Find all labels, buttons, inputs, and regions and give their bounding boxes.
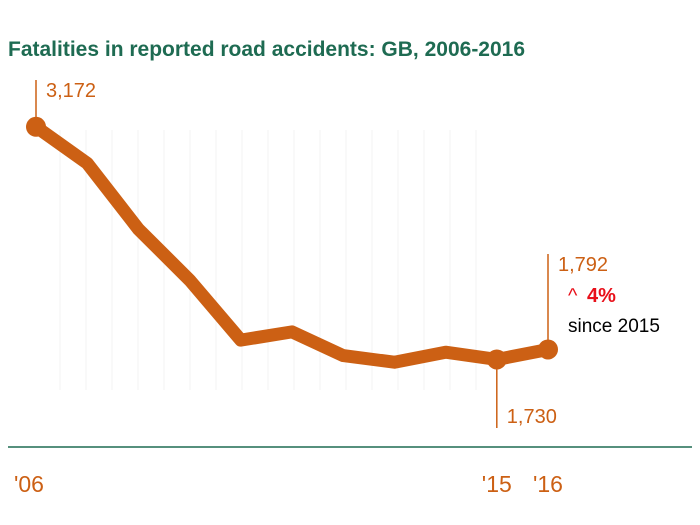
x-tick-2016: '16 [533,471,563,497]
data-point-2006 [26,116,46,137]
x-tick-labels: '06 '15 '16 [14,471,563,497]
end-markers [26,116,558,370]
value-label-2006: 3,172 [46,80,96,102]
chart-title: Fatalities in reported road accidents: G… [8,38,525,61]
data-point-2016 [538,339,558,360]
value-label-2015: 1,730 [507,406,557,428]
data-point-2015 [486,349,507,370]
change-value: 4% [587,285,616,307]
change-indicator: ^ 4% [568,285,616,307]
x-tick-2006: '06 [14,471,44,497]
change-note: since 2015 [568,316,660,337]
annotation-labels: 3,172 1,730 1,792 [46,80,608,428]
x-tick-2015: '15 [482,471,512,497]
value-label-2016: 1,792 [558,254,608,276]
up-arrow-icon: ^ [568,285,578,307]
series-line [29,120,555,369]
